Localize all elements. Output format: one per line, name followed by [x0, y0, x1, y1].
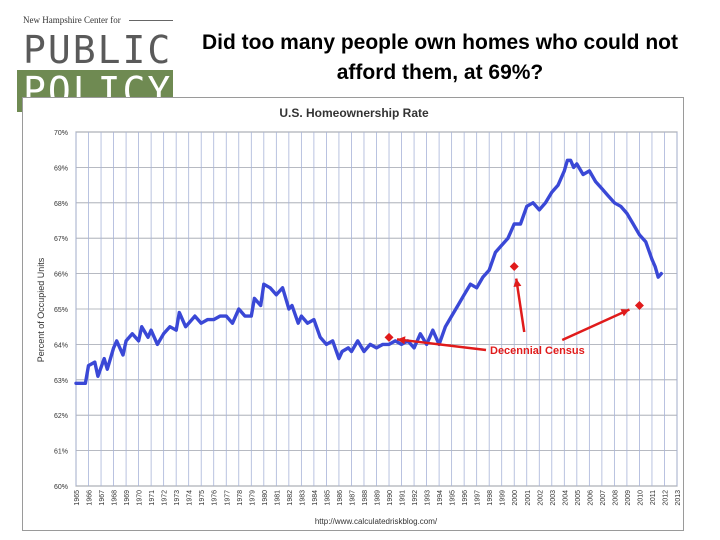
annotation-arrowhead: [620, 309, 630, 317]
x-tick-label: 1985: [324, 490, 331, 506]
logo-top-text: New Hampshire Center for: [23, 15, 121, 25]
x-tick-label: 2003: [550, 490, 557, 506]
x-tick-label: 1981: [274, 490, 281, 506]
x-tick-label: 1990: [387, 490, 394, 506]
x-tick-label: 2013: [675, 490, 682, 506]
x-tick-label: 1991: [400, 490, 407, 506]
chart-title: U.S. Homeownership Rate: [279, 106, 429, 120]
x-tick-label: 1998: [487, 490, 494, 506]
y-tick-label: 60%: [54, 484, 68, 491]
x-tick-label: 1989: [375, 490, 382, 506]
annotation-arrow: [514, 278, 526, 333]
y-tick-label: 64%: [54, 342, 68, 349]
x-tick-label: 1979: [249, 490, 256, 506]
x-tick-label: 1970: [137, 490, 144, 506]
annotation-label: Decennial Census: [490, 345, 585, 357]
x-tick-label: 2005: [575, 490, 582, 506]
slide-title: Did too many people own homes who could …: [202, 31, 678, 84]
x-tick-label: 1996: [462, 490, 469, 506]
logo-public: PUBLIC: [23, 28, 173, 72]
x-tick-label: 1993: [425, 490, 432, 506]
x-tick-label: 1992: [412, 490, 419, 506]
y-tick-label: 65%: [54, 307, 68, 314]
x-tick-label: 2010: [637, 490, 644, 506]
x-tick-label: 1972: [162, 490, 169, 506]
x-tick-label: 2004: [562, 490, 569, 506]
y-tick-label: 62%: [54, 413, 68, 420]
y-tick-label: 68%: [54, 201, 68, 208]
x-tick-label: 1974: [187, 490, 194, 506]
y-tick-label: 66%: [54, 272, 68, 279]
x-tick-label: 2000: [512, 490, 519, 506]
x-tick-label: 1978: [237, 490, 244, 506]
annotation-arrowhead: [513, 278, 522, 288]
x-tick-label: 1967: [99, 490, 106, 506]
x-tick-label: 2009: [625, 490, 632, 506]
x-tick-label: 2007: [600, 490, 607, 506]
x-tick-label: 1984: [312, 490, 319, 506]
annotation-arrow: [561, 308, 630, 342]
x-tick-label: 2012: [662, 490, 669, 506]
x-tick-label: 1994: [437, 490, 444, 506]
x-tick-label: 2011: [650, 490, 657, 505]
x-tick-label: 1973: [174, 490, 181, 506]
x-tick-label: 1986: [337, 490, 344, 506]
y-tick-label: 70%: [54, 130, 68, 137]
x-tick-label: 1982: [287, 490, 294, 506]
x-tick-label: 1997: [475, 490, 482, 506]
x-tick-label: 2006: [587, 490, 594, 506]
x-tick-label: 1987: [349, 490, 356, 506]
x-tick-label: 1999: [500, 490, 507, 506]
x-tick-label: 1980: [262, 490, 269, 506]
x-tick-label: 1976: [212, 490, 219, 506]
x-tick-label: 1966: [87, 490, 94, 506]
x-tick-label: 1995: [450, 490, 457, 506]
x-tick-label: 2001: [525, 490, 532, 506]
homeownership-rate-line: [74, 158, 663, 385]
y-tick-label: 67%: [54, 236, 68, 243]
x-tick-label: 1977: [224, 490, 231, 506]
logo-rule: [129, 20, 173, 21]
x-tick-label: 1969: [124, 490, 131, 506]
census-marker: [384, 332, 394, 342]
census-marker: [634, 300, 644, 310]
annotation-arrow: [396, 338, 487, 352]
census-marker: [509, 262, 519, 272]
x-tick-label: 1988: [362, 490, 369, 506]
annotation-arrowhead: [397, 336, 406, 345]
y-tick-label: 69%: [54, 165, 68, 172]
x-tick-label: 2002: [537, 490, 544, 506]
y-axis-label: Percent of Occupied Units: [36, 257, 46, 362]
y-tick-label: 63%: [54, 378, 68, 385]
x-tick-label: 1983: [299, 490, 306, 506]
x-tick-label: 1965: [74, 490, 81, 506]
y-tick-label: 61%: [54, 449, 68, 456]
source-url: http://www.calculatedriskblog.com/: [315, 517, 438, 526]
x-tick-label: 1975: [199, 490, 206, 506]
x-tick-label: 1971: [149, 490, 156, 506]
x-tick-label: 1968: [112, 490, 119, 506]
x-tick-label: 2008: [612, 490, 619, 506]
